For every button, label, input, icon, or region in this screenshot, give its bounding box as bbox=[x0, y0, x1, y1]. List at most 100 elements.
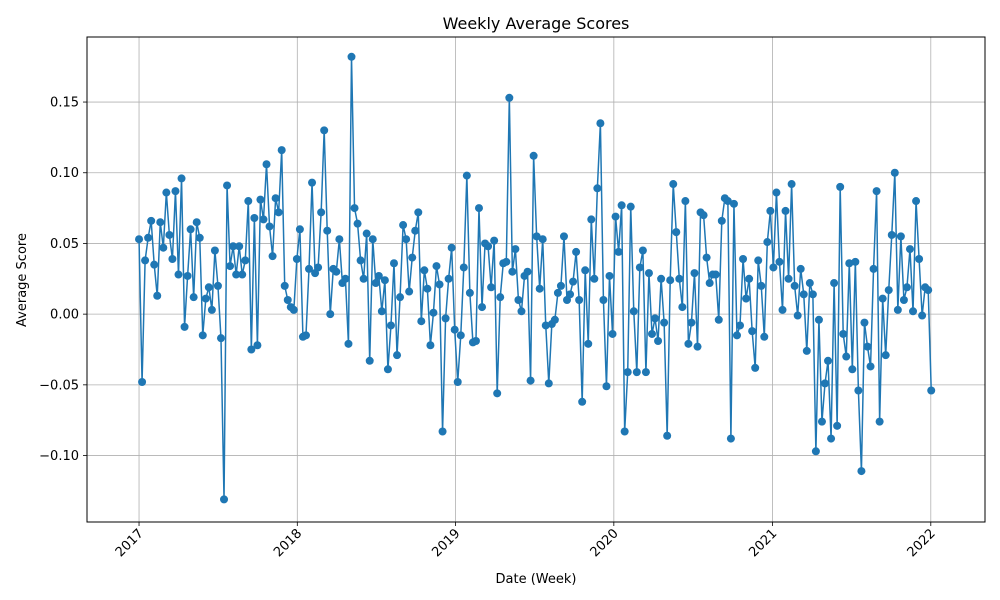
data-point bbox=[393, 351, 402, 360]
data-point bbox=[259, 215, 268, 224]
data-point bbox=[271, 194, 280, 203]
data-point bbox=[429, 308, 438, 317]
y-axis-label: Average Score bbox=[15, 233, 30, 327]
data-point bbox=[553, 288, 562, 297]
y-axis: −0.10 −0.05 0.00 0.05 0.10 0.15 bbox=[39, 96, 87, 464]
data-point bbox=[517, 307, 526, 316]
data-point bbox=[435, 280, 444, 289]
data-point bbox=[772, 188, 781, 197]
data-point bbox=[359, 274, 368, 283]
data-point bbox=[353, 219, 362, 228]
data-point bbox=[223, 181, 232, 190]
data-point bbox=[277, 146, 286, 155]
data-point bbox=[389, 259, 398, 268]
data-point bbox=[559, 232, 568, 241]
data-point bbox=[641, 368, 650, 377]
data-point bbox=[368, 235, 377, 244]
data-point bbox=[596, 119, 605, 128]
data-point bbox=[156, 218, 165, 227]
data-point bbox=[526, 376, 535, 385]
data-point bbox=[775, 257, 784, 266]
data-point bbox=[896, 232, 905, 241]
data-point bbox=[541, 321, 550, 330]
data-point bbox=[402, 235, 411, 244]
data-point bbox=[569, 277, 578, 286]
data-point bbox=[204, 283, 213, 292]
data-point bbox=[256, 195, 265, 204]
data-point bbox=[411, 226, 420, 235]
data-point bbox=[441, 314, 450, 323]
data-point bbox=[842, 352, 851, 361]
data-point bbox=[890, 168, 899, 177]
x-axis-label: Date (Week) bbox=[496, 572, 577, 587]
data-point bbox=[638, 246, 647, 255]
data-point bbox=[593, 184, 602, 193]
data-point bbox=[153, 291, 162, 300]
data-point bbox=[289, 305, 298, 314]
data-point bbox=[438, 427, 447, 436]
data-point bbox=[192, 218, 201, 227]
data-point bbox=[684, 339, 693, 348]
data-point bbox=[814, 315, 823, 324]
data-point bbox=[736, 321, 745, 330]
data-point bbox=[207, 305, 216, 314]
data-point bbox=[247, 345, 256, 354]
data-point bbox=[183, 271, 192, 280]
data-point bbox=[726, 434, 735, 443]
data-point bbox=[614, 247, 623, 256]
data-point bbox=[651, 314, 660, 323]
data-point bbox=[235, 242, 244, 251]
data-point bbox=[505, 93, 514, 102]
data-point bbox=[432, 262, 441, 271]
data-point bbox=[608, 329, 617, 338]
data-point bbox=[857, 467, 866, 476]
data-point bbox=[420, 266, 429, 275]
data-point bbox=[714, 315, 723, 324]
data-point bbox=[195, 233, 204, 242]
chart-title: Weekly Average Scores bbox=[443, 14, 630, 33]
data-point bbox=[626, 202, 635, 211]
data-point bbox=[377, 307, 386, 316]
data-point bbox=[374, 271, 383, 280]
data-point bbox=[729, 199, 738, 208]
data-point bbox=[587, 215, 596, 224]
data-point bbox=[414, 208, 423, 217]
data-point bbox=[839, 329, 848, 338]
data-point bbox=[317, 208, 326, 217]
data-point bbox=[253, 341, 262, 350]
data-point bbox=[383, 365, 392, 374]
data-point bbox=[863, 342, 872, 351]
data-point bbox=[705, 279, 714, 288]
data-point bbox=[915, 255, 924, 263]
data-point bbox=[396, 293, 405, 302]
data-point bbox=[675, 274, 684, 283]
data-point bbox=[444, 274, 453, 283]
data-point bbox=[821, 379, 829, 388]
data-point bbox=[617, 201, 626, 210]
data-point bbox=[171, 187, 180, 196]
data-point bbox=[657, 274, 666, 283]
data-point bbox=[572, 247, 581, 256]
data-point bbox=[180, 322, 189, 331]
data-point bbox=[590, 274, 599, 283]
data-point bbox=[474, 204, 483, 213]
data-point bbox=[305, 264, 314, 273]
data-point bbox=[660, 318, 669, 327]
data-point bbox=[918, 311, 927, 320]
data-point bbox=[493, 389, 502, 398]
data-point bbox=[769, 263, 778, 272]
data-point bbox=[827, 434, 836, 443]
data-point bbox=[912, 197, 921, 206]
data-point bbox=[423, 284, 432, 293]
data-point bbox=[875, 417, 884, 426]
data-point bbox=[186, 225, 195, 234]
data-point bbox=[295, 225, 304, 234]
data-point bbox=[848, 365, 857, 374]
data-point bbox=[787, 180, 796, 189]
data-point bbox=[265, 222, 274, 231]
data-point bbox=[887, 230, 896, 239]
data-point bbox=[644, 269, 653, 278]
data-point bbox=[669, 180, 678, 189]
data-point bbox=[550, 315, 559, 324]
data-point bbox=[739, 255, 748, 263]
